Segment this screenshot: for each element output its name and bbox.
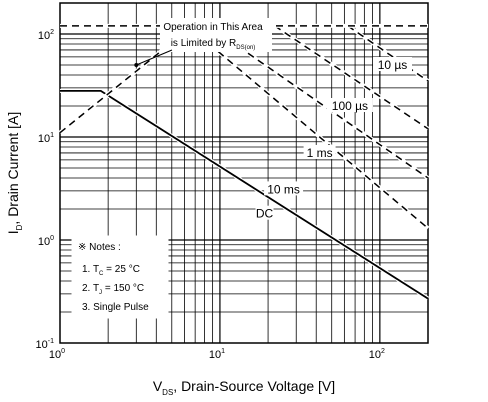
series-1-ms — [208, 25, 429, 179]
axis-labels: VDS, Drain-Source Voltage [V] ID, Drain C… — [5, 112, 335, 397]
series-10-ms — [59, 26, 429, 229]
x-tick-label: 100 — [49, 348, 65, 361]
notes-item: 1. TC = 25 °C — [82, 264, 140, 277]
curve-label: 10 ms — [267, 182, 300, 196]
y-tick-label: 10-1 — [36, 338, 55, 351]
curve-label: 10 µs — [378, 58, 408, 72]
series-dc — [60, 90, 429, 300]
annotation-arrow — [136, 49, 173, 66]
curve-label-bg — [255, 205, 274, 220]
annotation-line1: Operation in This Area — [163, 22, 263, 33]
curve-label: DC — [256, 207, 274, 221]
y-tick-label: 102 — [38, 29, 54, 42]
plot-frame — [59, 2, 429, 344]
series-lines — [58, 23, 430, 301]
curve-labels: 10 µs 100 µs 1 ms 10 ms DC — [255, 57, 413, 221]
notes-title: ※ Notes : — [78, 242, 121, 253]
notes-item: 3. Single Pulse — [82, 302, 149, 313]
x-axis-label: VDS, Drain-Source Voltage [V] — [153, 378, 335, 397]
notes-bg — [71, 235, 169, 319]
annotation-arrow-head — [134, 63, 139, 68]
annotation-line2: is Limited by RDS(on) — [171, 38, 256, 51]
curve-label-bg — [373, 57, 413, 72]
y-tick-label: 101 — [38, 132, 54, 145]
limit-annotation: Operation in This Area is Limited by RDS(… — [134, 18, 272, 68]
series-10-s — [347, 25, 429, 82]
series-100-s — [274, 25, 429, 130]
curve-label-bg — [326, 97, 373, 112]
curve-label-bg — [303, 144, 336, 159]
notes-item: 2. TJ = 150 °C — [82, 283, 144, 296]
notes-box: ※ Notes : 1. TC = 25 °C 2. TJ = 150 °C 3. S… — [71, 235, 169, 319]
annotation-bg — [160, 18, 272, 52]
x-tick-label: 101 — [209, 348, 225, 361]
y-tick-label: 100 — [38, 235, 54, 248]
y-axis-label: ID, Drain Current [A] — [5, 112, 24, 235]
curve-label-bg — [264, 181, 304, 196]
curve-label: 100 µs — [332, 99, 368, 113]
x-tick-label: 102 — [369, 348, 385, 361]
curve-label: 1 ms — [307, 146, 333, 160]
